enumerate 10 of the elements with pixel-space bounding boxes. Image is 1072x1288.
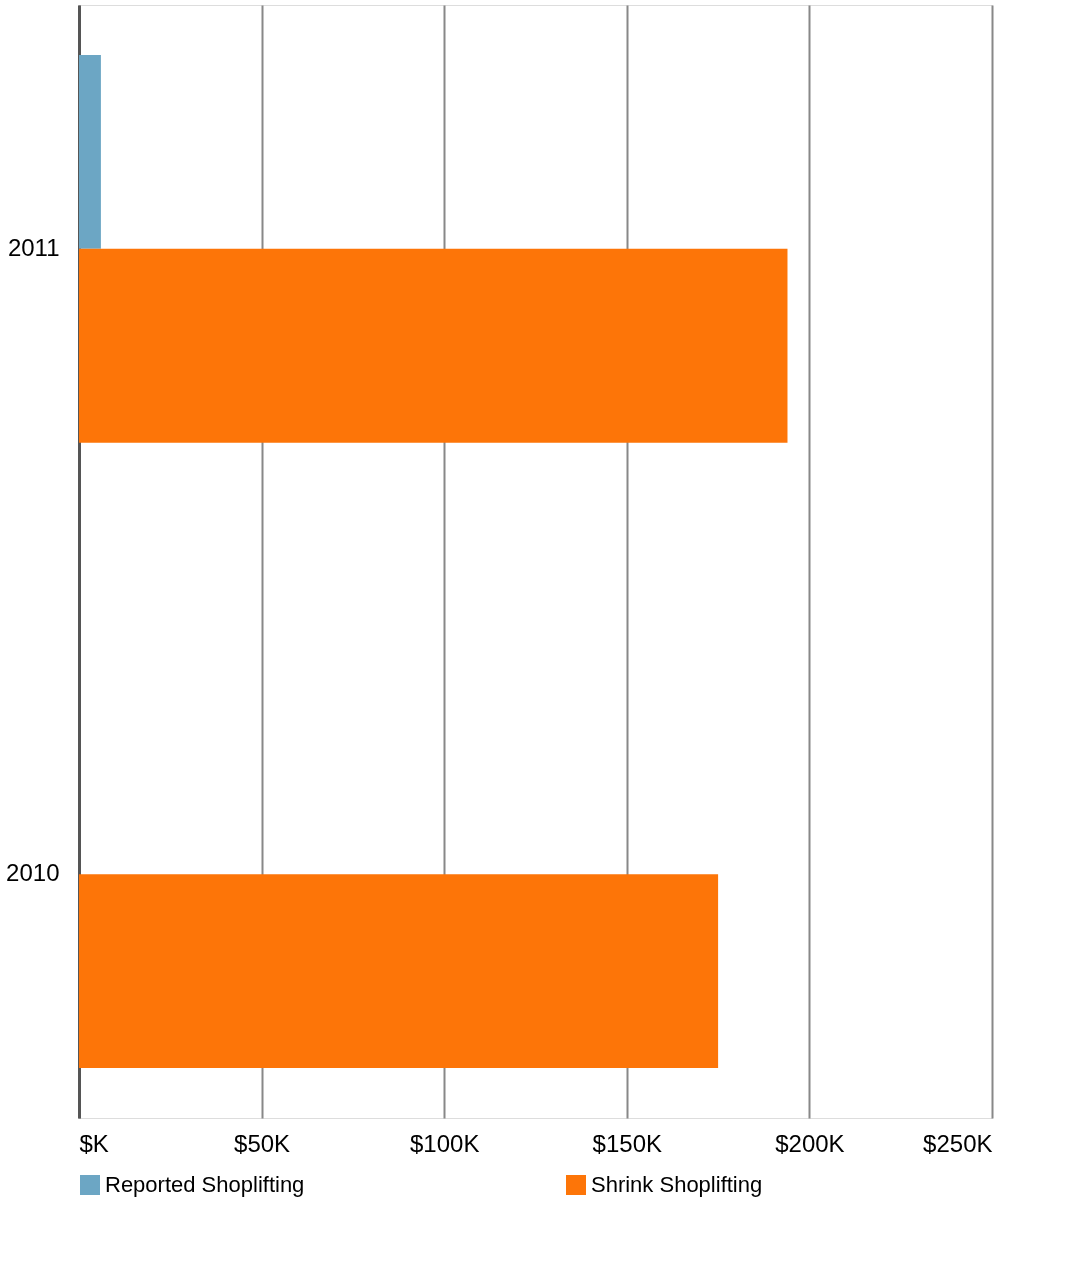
y-tick-label: 2010 xyxy=(6,859,60,887)
y-tick-label: 2011 xyxy=(7,233,60,261)
x-tick-label: $K xyxy=(79,1129,109,1157)
x-tick-label: $250K xyxy=(923,1129,993,1157)
x-tick-label: $150K xyxy=(592,1129,662,1157)
x-tick-label: $200K xyxy=(775,1129,845,1157)
x-tick-label: $50K xyxy=(234,1129,291,1157)
legend-label: Shrink Shoplifting xyxy=(591,1172,763,1197)
legend-label: Reported Shoplifting xyxy=(105,1172,305,1197)
x-tick-label: $100K xyxy=(410,1129,480,1157)
